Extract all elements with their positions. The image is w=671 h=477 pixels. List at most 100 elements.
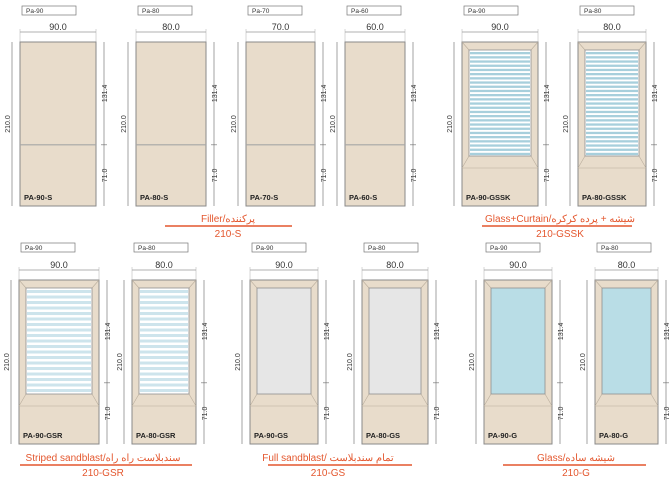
model-tag-box	[21, 5, 77, 16]
door-drawing: Pa-90 90.0 210.0 131.4 71.0 PA-90-S	[5, 5, 109, 207]
door-drawing: Pa-80 80.0 210.0 131.4 71.0 PA-80-GSR	[117, 242, 209, 445]
model-tag: Pa-80	[368, 245, 386, 252]
blind-slat	[27, 323, 91, 327]
blind-slat	[470, 56, 530, 59]
blind-slat	[586, 140, 638, 143]
door-model-label: PA-90-GS	[254, 431, 288, 440]
height-value: 210.0	[330, 115, 337, 133]
bevel-line	[91, 393, 100, 407]
bevel-line	[483, 279, 492, 289]
section-caption: Glass/شیشه ساده 210-G	[503, 453, 646, 477]
upper-height-value: 131.4	[202, 323, 209, 341]
blind-slat	[586, 52, 638, 55]
bevel-line	[483, 393, 492, 407]
bevel-line	[530, 41, 539, 51]
door-panel	[344, 41, 406, 207]
model-tag: Pa-90	[468, 8, 486, 15]
blind-slat	[470, 140, 530, 143]
lower-height-value: 71.0	[102, 168, 109, 182]
section-code: 210-S	[215, 229, 242, 240]
blind-slat	[27, 350, 91, 354]
blind-slat	[140, 350, 188, 354]
blind-slat	[470, 119, 530, 122]
glass-pane	[256, 287, 312, 395]
width-value: 90.0	[50, 260, 68, 270]
width-value: 60.0	[366, 22, 384, 32]
blind-slat	[27, 372, 91, 376]
blind-slat	[586, 115, 638, 118]
height-value: 210.0	[447, 115, 454, 133]
upper-height-value: 131.4	[212, 85, 219, 103]
section-code: 210-GSR	[82, 468, 124, 477]
section-caption-text: Filler/پرکننده	[201, 214, 255, 225]
lower-height-value: 71.0	[411, 168, 418, 182]
model-tag: Pa-90	[490, 245, 508, 252]
glass-pane	[490, 287, 546, 395]
bevel-line	[249, 393, 258, 407]
blind-slat	[27, 367, 91, 371]
blind-slat	[140, 372, 188, 376]
model-tag-box	[463, 5, 519, 16]
upper-height-value: 131.4	[105, 323, 112, 341]
bevel-line	[131, 279, 140, 289]
bevel-line	[530, 155, 539, 169]
door-model-label: PA-80-S	[140, 193, 168, 202]
blind-slat	[470, 52, 530, 55]
blind-slat	[140, 345, 188, 349]
blind-slat	[586, 152, 638, 156]
blind-slat	[470, 60, 530, 63]
upper-height-value: 131.4	[652, 85, 659, 103]
blind-slat	[470, 98, 530, 101]
blind-slat	[27, 389, 91, 393]
door-drawing: Pa-90 90.0 210.0 131.4 71.0 PA-90-GSSK	[447, 5, 551, 207]
door-drawing: Pa-80 80.0 210.0 131.4 71.0 PA-80-GS	[347, 242, 441, 445]
bevel-line	[650, 279, 659, 289]
blind-slat	[470, 148, 530, 151]
upper-height-value: 131.4	[544, 85, 551, 103]
bevel-line	[188, 279, 197, 289]
bevel-line	[310, 279, 319, 289]
blind-slat	[470, 73, 530, 76]
bevel-line	[544, 393, 553, 407]
blind-slat	[586, 85, 638, 88]
width-value: 70.0	[272, 22, 290, 32]
door-model-label: PA-70-S	[250, 193, 278, 202]
model-tag: Pa-90	[25, 245, 43, 252]
width-value: 90.0	[49, 22, 67, 32]
model-tag: Pa-80	[142, 8, 160, 15]
bevel-line	[594, 393, 603, 407]
blind-slat	[27, 301, 91, 305]
model-tag: Pa-80	[601, 245, 619, 252]
bevel-line	[131, 393, 140, 407]
blind-slat	[586, 127, 638, 130]
blind-slat	[470, 94, 530, 97]
width-value: 80.0	[603, 22, 621, 32]
blind-slat	[470, 127, 530, 130]
upper-height-value: 131.4	[102, 85, 109, 103]
model-tag: Pa-90	[256, 245, 274, 252]
model-tag-box	[596, 242, 652, 253]
blind-slat	[586, 60, 638, 63]
blind-slat	[586, 73, 638, 76]
blind-slat	[470, 64, 530, 67]
blind-slat	[586, 123, 638, 126]
blind-slat	[470, 68, 530, 72]
blind-slat	[470, 110, 530, 114]
blind-slat	[140, 312, 188, 316]
blind-slat	[470, 136, 530, 139]
blind-slat	[27, 306, 91, 310]
blind-slat	[27, 328, 91, 332]
blind-slat	[140, 361, 188, 365]
blind-slat	[27, 334, 91, 338]
model-tag: Pa-80	[138, 245, 156, 252]
blind-slat	[140, 378, 188, 382]
width-value: 90.0	[491, 22, 509, 32]
blind-slat	[27, 295, 91, 299]
height-value: 210.0	[4, 353, 11, 371]
blind-slat	[470, 81, 530, 84]
height-value: 210.0	[563, 115, 570, 133]
upper-height-value: 131.4	[558, 323, 565, 341]
section-caption-text: Full sandblast/ تمام سندبلاست	[262, 453, 394, 464]
